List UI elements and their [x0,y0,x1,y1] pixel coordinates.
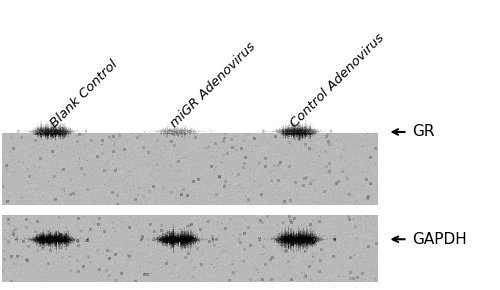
Text: GR: GR [412,124,435,139]
Text: Blank Control: Blank Control [48,58,120,130]
Text: GAPDH: GAPDH [412,232,467,247]
Text: miGR Adenovirus: miGR Adenovirus [168,40,258,130]
Text: Control Adenovirus: Control Adenovirus [288,31,387,130]
